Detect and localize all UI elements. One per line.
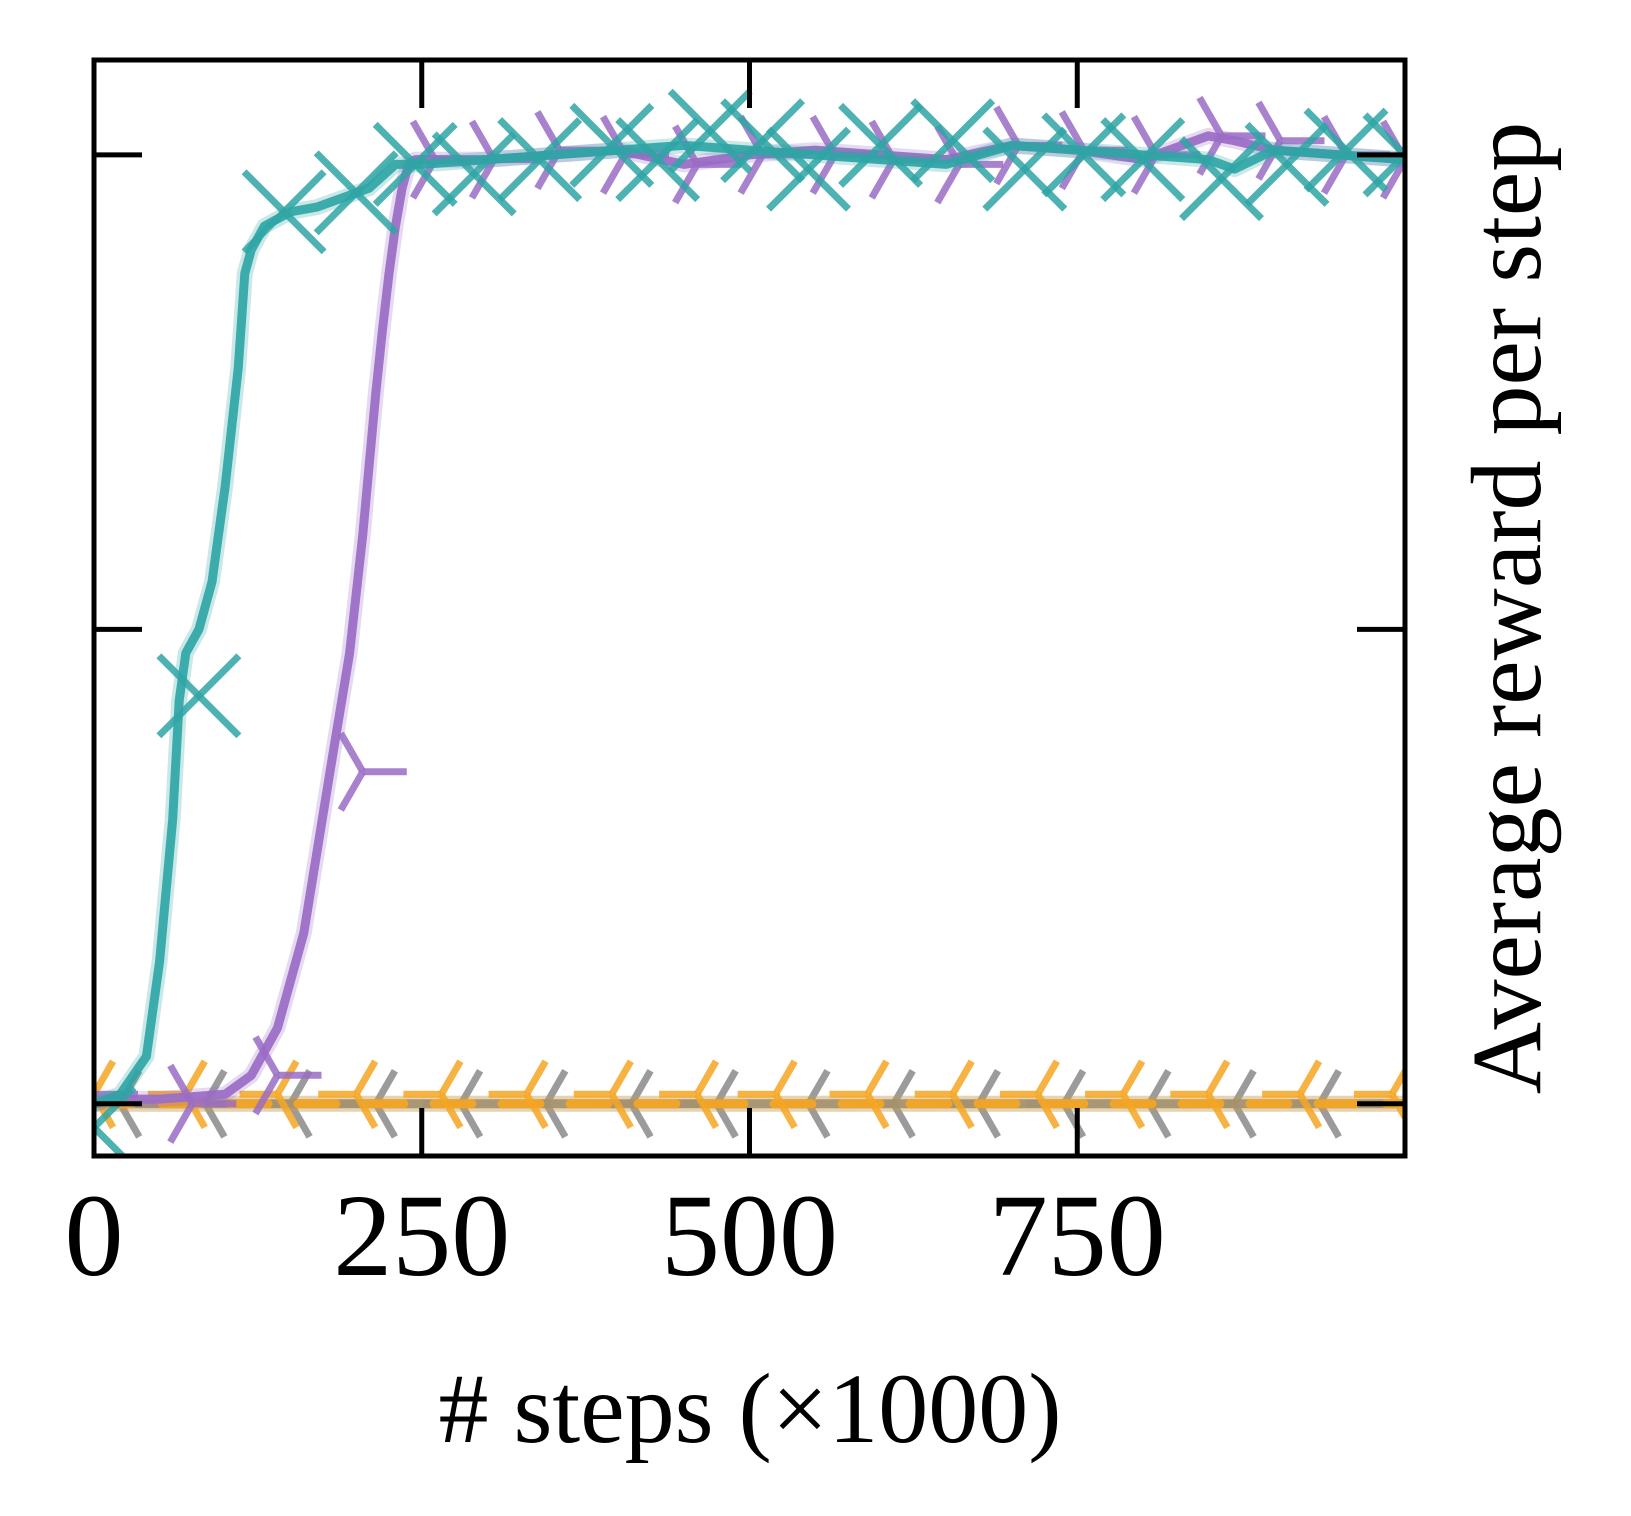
series-0-marker-18 <box>1244 121 1330 207</box>
series-2-marker-10 <box>914 1059 975 1130</box>
series-2-marker-8 <box>737 1059 798 1130</box>
series-0-marker-11 <box>766 126 851 212</box>
series-2-marker-15 <box>1353 1064 1405 1125</box>
x-tick-label-2: 500 <box>661 1170 838 1301</box>
x-tick-label-1: 250 <box>333 1170 510 1301</box>
x-tick-label-0: 0 <box>65 1170 124 1301</box>
x-tick-label-3: 750 <box>989 1170 1166 1301</box>
series-2-marker-4 <box>403 1059 464 1130</box>
y-axis-title: Average reward per step <box>1451 122 1562 1095</box>
series-0-marker-6 <box>497 117 583 203</box>
series-1-marker-1 <box>167 1063 237 1144</box>
series-0 <box>94 88 1405 1156</box>
series-2 <box>94 1059 1405 1130</box>
series-2-marker-7 <box>659 1059 720 1130</box>
series-1-marker-3 <box>337 731 407 812</box>
series-2-marker-12 <box>1085 1059 1146 1130</box>
series-1-band <box>94 127 1405 1112</box>
series-2-marker-6 <box>573 1059 634 1130</box>
series-1-marker-2 <box>252 1035 322 1116</box>
series-0-marker-8 <box>615 117 701 203</box>
series-1 <box>94 95 1405 1144</box>
series-0-marker-12 <box>838 102 924 188</box>
series-2-marker-9 <box>829 1059 890 1130</box>
series-0-marker-13 <box>910 98 996 184</box>
series-0-marker-3 <box>313 150 399 236</box>
series-0-marker-20 <box>1362 112 1405 198</box>
series-2-marker-3 <box>318 1059 379 1130</box>
series-2-marker-11 <box>999 1059 1060 1130</box>
tick-layer: 0 250 500 750 <box>65 60 1405 1301</box>
series-0-marker-14 <box>982 126 1068 212</box>
series-0-marker-7 <box>569 102 655 188</box>
series-layer <box>94 88 1405 1156</box>
series-0-marker-10 <box>720 98 806 184</box>
series-0-marker-9 <box>667 88 753 174</box>
series-0-marker-2 <box>241 169 327 255</box>
series-2-marker-14 <box>1262 1059 1323 1130</box>
x-axis-title: # steps (×1000) <box>439 1353 1062 1464</box>
series-2-marker-5 <box>488 1059 549 1130</box>
series-2-marker-13 <box>1170 1059 1231 1130</box>
series-0-marker-1 <box>156 653 242 739</box>
series-0-marker-16 <box>1100 117 1186 203</box>
